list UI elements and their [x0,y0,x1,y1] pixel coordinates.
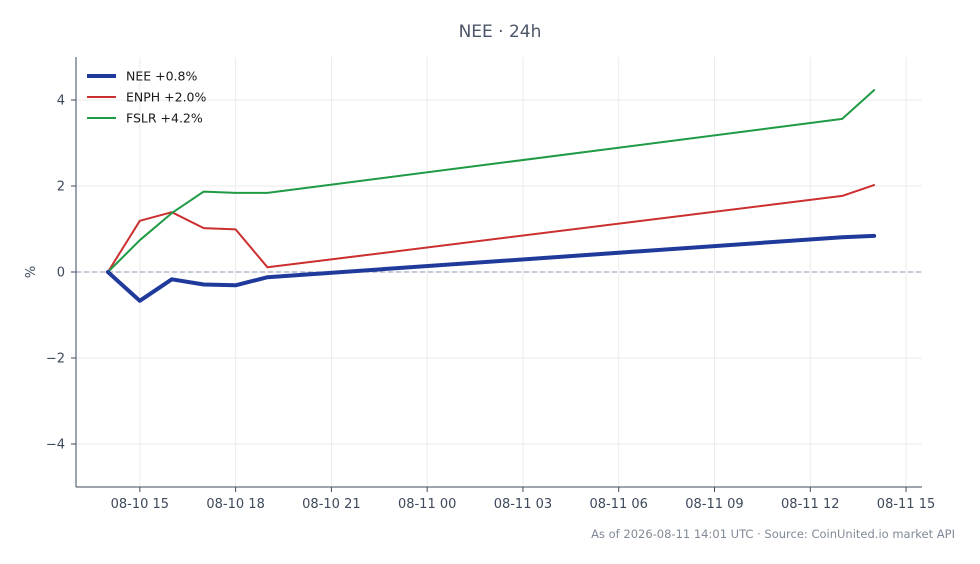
y-axis-label: % [24,266,39,278]
series-line-nee [105,233,877,303]
series-line-enph [106,184,876,273]
legend: NEE +0.8% ENPH +2.0% FSLR +4.2% [87,69,207,126]
y-axis-ticks: −4 −2 0 2 4 [46,94,76,453]
source-footnote: As of 2026-08-11 14:01 UTC · Source: Coi… [591,527,955,541]
x-tick-label: 08-10 21 [302,497,360,512]
y-tick-label: −4 [46,438,65,453]
chart-title: NEE · 24h [459,22,542,42]
x-axis-ticks: 08-10 15 08-10 18 08-10 21 08-11 00 08-11 03… [111,487,935,512]
x-tick-label: 08-11 15 [877,497,935,512]
x-tick-label: 08-11 03 [494,497,552,512]
legend-label-fslr: FSLR +4.2% [126,111,203,126]
series-line-fslr [106,89,876,273]
y-tick-label: 4 [57,94,65,109]
legend-label-enph: ENPH +2.0% [126,90,207,105]
series-layer [105,89,877,303]
x-tick-label: 08-11 09 [685,497,743,512]
y-tick-label: −2 [46,352,65,367]
x-tick-label: 08-11 06 [589,497,647,512]
x-tick-label: 08-10 18 [206,497,264,512]
legend-label-nee: NEE +0.8% [126,69,197,84]
x-tick-label: 08-10 15 [111,497,169,512]
grid [76,57,922,487]
x-tick-label: 08-11 00 [398,497,456,512]
y-tick-label: 2 [57,180,65,195]
y-tick-label: 0 [57,266,65,281]
x-tick-label: 08-11 12 [781,497,839,512]
